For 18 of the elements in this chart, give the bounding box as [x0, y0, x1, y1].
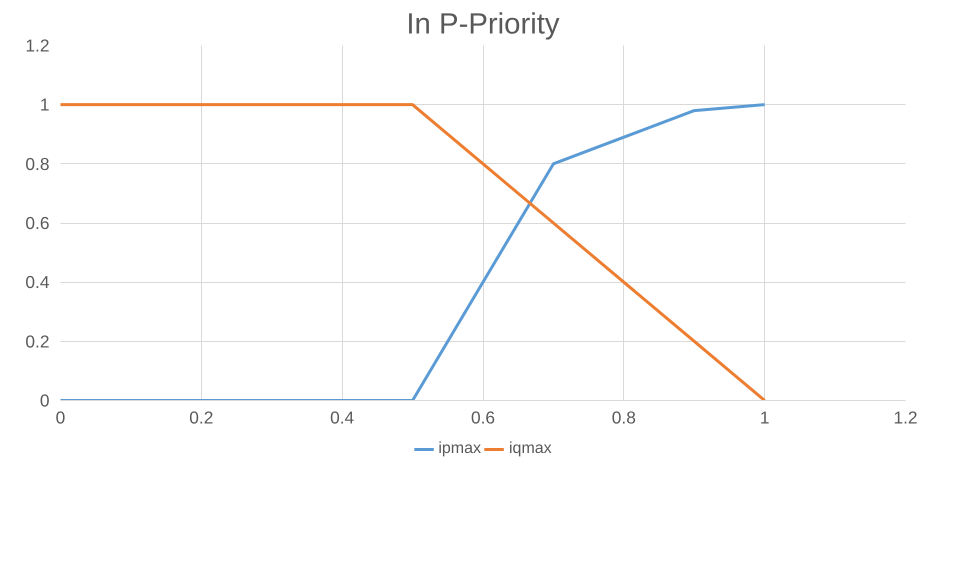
chart-title: In P-Priority [406, 8, 560, 40]
legend-label: iqmax [509, 440, 552, 458]
x-tick-label: 1 [760, 408, 770, 428]
x-tick-label: 0.4 [330, 408, 355, 428]
legend-label: ipmax [438, 440, 481, 458]
x-tick-label: 1.2 [893, 408, 918, 428]
y-tick-label: 0.8 [25, 154, 50, 174]
x-tick-label: 0.6 [470, 408, 496, 428]
y-tick-label: 0.2 [25, 331, 50, 352]
y-tick-label: 1.2 [25, 36, 50, 56]
x-tick-label: 0.2 [189, 408, 214, 428]
y-tick-label: 0 [40, 390, 50, 410]
x-tick-label: 0.8 [612, 408, 636, 428]
y-tick-label: 0.6 [25, 213, 50, 233]
line-series [60, 103, 766, 400]
x-tick-label: 0 [56, 408, 66, 428]
y-tick-label: 1 [40, 94, 50, 115]
y-tick-label: 0.4 [25, 272, 50, 292]
